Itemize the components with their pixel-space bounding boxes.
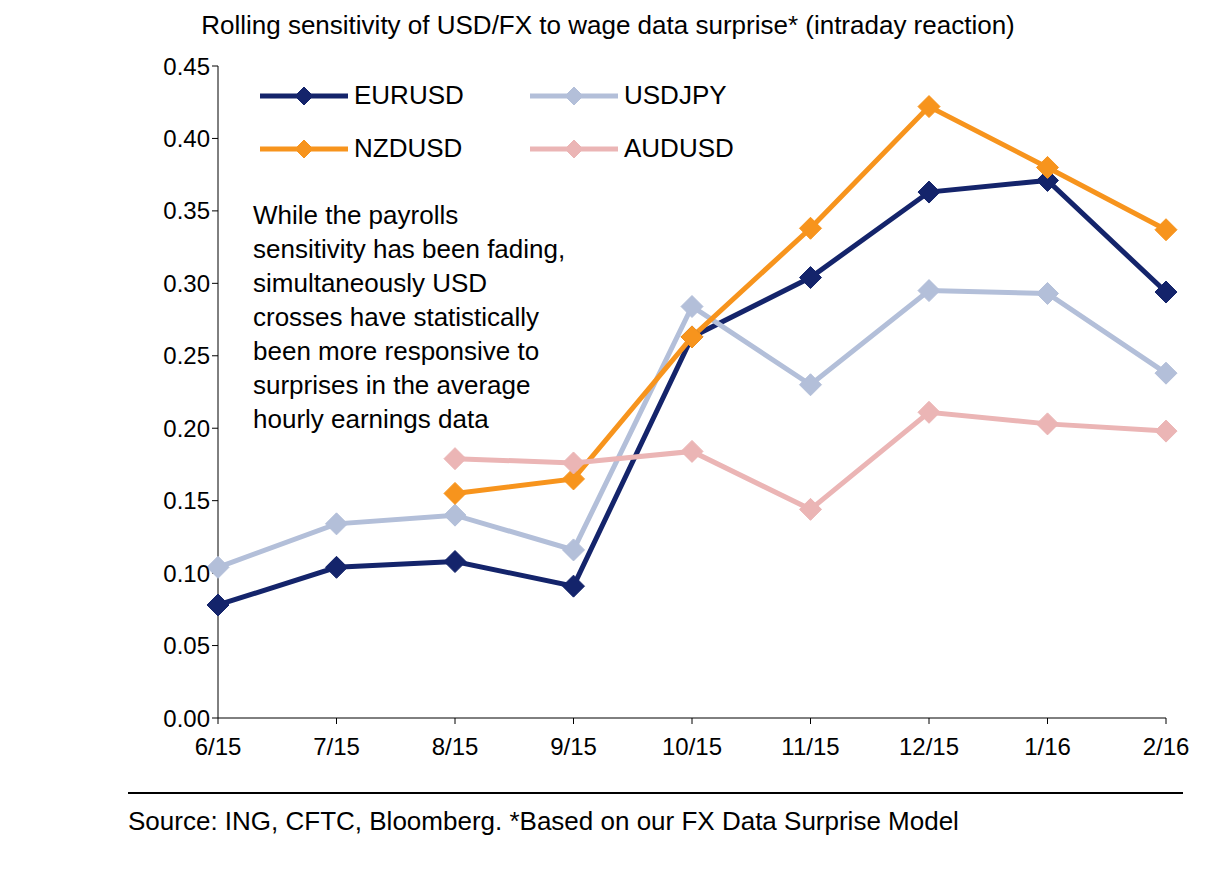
- html-text:sensitivity has been fading,: sensitivity has been fading,: [253, 234, 566, 264]
- html-text:surprises in the average: surprises in the average: [253, 370, 531, 400]
- svg-text:0.35: 0.35: [163, 197, 210, 224]
- svg-text:10/15: 10/15: [662, 733, 722, 760]
- html-text:While the payrolls: While the payrolls: [253, 200, 459, 230]
- svg-text:0.15: 0.15: [163, 487, 210, 514]
- svg-text:12/15: 12/15: [899, 733, 959, 760]
- html-text:crosses have statistically: crosses have statistically: [253, 302, 540, 332]
- svg-text:0.20: 0.20: [163, 415, 210, 442]
- svg-text:2/16: 2/16: [1143, 733, 1190, 760]
- svg-text:0.05: 0.05: [163, 632, 210, 659]
- html-text:been more responsive to: been more responsive to: [253, 336, 540, 366]
- svg-text:0.10: 0.10: [163, 560, 210, 587]
- svg-text:1/16: 1/16: [1024, 733, 1071, 760]
- svg-text:0.45: 0.45: [163, 53, 210, 80]
- svg-text:6/15: 6/15: [195, 733, 242, 760]
- svg-text:0.30: 0.30: [163, 270, 210, 297]
- svg-text:0.00: 0.00: [163, 705, 210, 732]
- html-text:NZDUSD: NZDUSD: [354, 133, 463, 163]
- html-text:EURUSD: EURUSD: [354, 80, 464, 110]
- html-text:USDJPY: USDJPY: [624, 80, 727, 110]
- html-text:Rolling sensitivity of USD/FX: Rolling sensitivity of USD/FX to wage da…: [201, 10, 1015, 40]
- html-text:AUDUSD: AUDUSD: [624, 133, 734, 163]
- html-text:hourly earnings data: hourly earnings data: [253, 404, 489, 434]
- html-text:simultaneously USD: simultaneously USD: [253, 268, 488, 298]
- html-text:Source: ING, CFTC, Bloomberg.: Source: ING, CFTC, Bloomberg. *Based on …: [128, 806, 959, 836]
- svg-text:0.40: 0.40: [163, 125, 210, 152]
- svg-text:9/15: 9/15: [550, 733, 597, 760]
- svg-text:8/15: 8/15: [432, 733, 479, 760]
- svg-text:0.25: 0.25: [163, 342, 210, 369]
- svg-text:7/15: 7/15: [313, 733, 360, 760]
- svg-text:11/15: 11/15: [781, 733, 839, 760]
